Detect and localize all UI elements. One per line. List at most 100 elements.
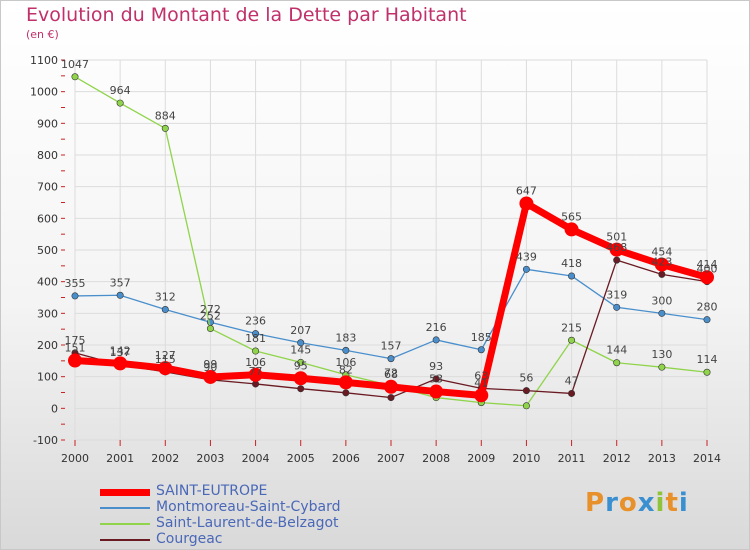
data-label: 41 xyxy=(474,376,488,389)
data-label: 207 xyxy=(290,324,311,337)
legend-label: Courgeac xyxy=(156,531,223,547)
data-label: 181 xyxy=(245,332,266,345)
data-label: 47 xyxy=(565,374,579,387)
data-label: 99 xyxy=(203,358,217,371)
x-tick-label: 2009 xyxy=(467,452,495,465)
data-label: 183 xyxy=(335,331,356,344)
data-point xyxy=(568,272,576,280)
data-label: 355 xyxy=(65,277,86,290)
data-point xyxy=(658,309,666,317)
data-label: 90 xyxy=(203,361,217,374)
data-label: 884 xyxy=(155,109,176,122)
data-point xyxy=(203,369,218,384)
logo-letter: i xyxy=(655,488,666,518)
data-point xyxy=(161,306,169,314)
data-label: 357 xyxy=(110,276,131,289)
data-label: 114 xyxy=(697,353,718,366)
data-point xyxy=(522,265,530,273)
data-point xyxy=(206,325,214,333)
unit-label: (en €) xyxy=(26,28,59,41)
data-point xyxy=(342,389,350,397)
data-point xyxy=(429,384,444,399)
data-label: 312 xyxy=(155,291,176,304)
logo-letter: t xyxy=(665,488,679,518)
data-point xyxy=(568,389,576,397)
data-point xyxy=(658,270,666,278)
data-point xyxy=(568,336,576,344)
data-point xyxy=(161,124,169,132)
logo-letter: i xyxy=(678,488,689,518)
data-label: 157 xyxy=(381,340,402,353)
data-label: 252 xyxy=(200,310,221,323)
data-label: 127 xyxy=(155,349,176,362)
data-label: 300 xyxy=(651,294,672,307)
data-label: 414 xyxy=(697,258,718,271)
data-point xyxy=(703,316,711,324)
data-label: 565 xyxy=(561,210,582,223)
y-tick-label: 900 xyxy=(37,117,58,130)
data-label: 647 xyxy=(516,184,537,197)
data-point xyxy=(564,222,579,237)
data-label: 280 xyxy=(697,301,718,314)
x-tick-label: 2013 xyxy=(648,452,676,465)
data-point xyxy=(293,371,308,386)
y-tick-label: 400 xyxy=(37,276,58,289)
x-tick-label: 2000 xyxy=(61,452,89,465)
logo-letter: P xyxy=(585,488,606,518)
data-label: 215 xyxy=(561,321,582,334)
data-point xyxy=(522,387,530,395)
y-tick-label: 200 xyxy=(37,339,58,352)
data-label: 63 xyxy=(474,369,488,382)
x-tick-label: 2007 xyxy=(377,452,405,465)
data-point xyxy=(654,257,669,272)
data-point xyxy=(700,270,714,285)
y-tick-label: -100 xyxy=(33,434,58,447)
logo-letter: r xyxy=(605,488,619,518)
x-tick-label: 2002 xyxy=(151,452,179,465)
data-point xyxy=(432,375,440,383)
data-label: 236 xyxy=(245,315,266,328)
logo-letter: x xyxy=(637,488,656,518)
y-tick-label: 1000 xyxy=(30,86,58,99)
data-label: 82 xyxy=(339,363,353,376)
legend-label: SAINT-EUTROPE xyxy=(156,483,268,499)
data-point xyxy=(609,242,624,257)
data-label: 95 xyxy=(294,359,308,372)
data-label: 216 xyxy=(426,321,447,334)
data-point xyxy=(474,388,489,403)
data-point xyxy=(613,256,621,264)
data-label: 68 xyxy=(384,368,398,381)
data-label: 56 xyxy=(519,372,533,385)
chart-title: Evolution du Montant de la Dette par Hab… xyxy=(26,4,467,26)
data-point xyxy=(432,336,440,344)
y-tick-label: 100 xyxy=(37,371,58,384)
data-label: 137 xyxy=(110,346,131,359)
data-label: 185 xyxy=(471,331,492,344)
data-point xyxy=(387,355,395,363)
data-label: 175 xyxy=(65,334,86,347)
data-label: 439 xyxy=(516,250,537,263)
data-point xyxy=(252,347,260,355)
data-point xyxy=(158,361,173,376)
data-point xyxy=(297,339,305,347)
data-label: 1047 xyxy=(61,58,89,71)
data-point xyxy=(71,73,79,81)
data-label: 145 xyxy=(290,343,311,356)
x-tick-label: 2003 xyxy=(196,452,224,465)
data-point xyxy=(703,368,711,376)
data-label: 319 xyxy=(606,288,627,301)
data-point xyxy=(113,356,128,371)
x-tick-label: 2014 xyxy=(693,452,721,465)
data-point xyxy=(613,359,621,367)
x-tick-label: 2010 xyxy=(512,452,540,465)
data-point xyxy=(338,375,353,390)
data-point xyxy=(252,330,260,338)
data-label: 130 xyxy=(651,348,672,361)
data-point xyxy=(613,303,621,311)
x-tick-label: 2012 xyxy=(603,452,631,465)
data-label: 53 xyxy=(429,373,443,386)
x-tick-label: 2005 xyxy=(287,452,315,465)
data-point xyxy=(68,353,82,368)
data-label: 468 xyxy=(606,241,627,254)
